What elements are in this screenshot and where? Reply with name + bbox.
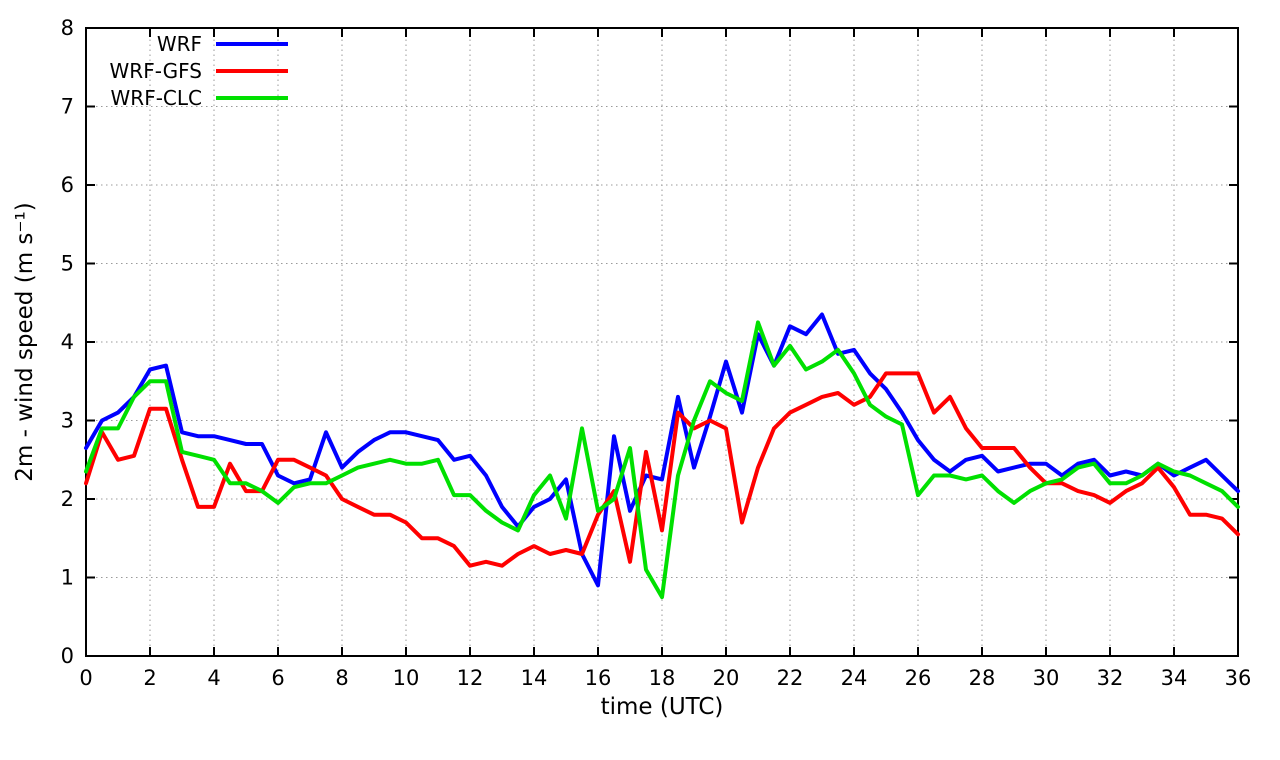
legend-line-sample	[216, 68, 288, 73]
y-axis-label: 2m - wind speed (m s⁻¹)	[12, 202, 38, 482]
x-tick-label: 4	[207, 666, 220, 690]
x-axis-label: time (UTC)	[600, 694, 724, 720]
x-tick-label: 30	[1033, 666, 1060, 690]
x-tick-label: 14	[521, 666, 548, 690]
y-tick-label: 5	[61, 252, 74, 276]
x-tick-label: 12	[457, 666, 484, 690]
y-tick-label: 8	[61, 16, 74, 40]
x-tick-label: 24	[841, 666, 868, 690]
x-tick-label: 22	[777, 666, 804, 690]
x-tick-label: 2	[143, 666, 156, 690]
legend-item-wrf-gfs: WRF-GFS	[88, 57, 288, 84]
x-tick-label: 34	[1161, 666, 1188, 690]
series-line-wrf	[84, 312, 1240, 588]
x-tick-label: 10	[393, 666, 420, 690]
x-tick-label: 16	[585, 666, 612, 690]
legend: WRF WRF-GFS WRF-CLC	[88, 30, 288, 111]
x-tick-label: 18	[649, 666, 676, 690]
legend-item-wrf-clc: WRF-CLC	[88, 84, 288, 111]
legend-label: WRF-CLC	[110, 85, 202, 110]
x-tick-label: 8	[335, 666, 348, 690]
y-tick-label: 3	[61, 409, 74, 433]
x-tick-label: 28	[969, 666, 996, 690]
x-tick-label: 0	[79, 666, 92, 690]
y-tick-label: 0	[61, 644, 74, 668]
x-tick-label: 26	[905, 666, 932, 690]
x-tick-label: 32	[1097, 666, 1124, 690]
x-tick-label: 6	[271, 666, 284, 690]
legend-line-sample	[216, 41, 288, 46]
legend-label: WRF	[156, 31, 202, 56]
y-tick-label: 6	[61, 173, 74, 197]
x-tick-label: 36	[1225, 666, 1252, 690]
x-tick-label: 20	[713, 666, 740, 690]
y-tick-label: 1	[61, 566, 74, 590]
y-tick-label: 2	[61, 487, 74, 511]
legend-item-wrf: WRF	[88, 30, 288, 57]
y-tick-label: 4	[61, 330, 74, 354]
legend-line-sample	[216, 95, 288, 100]
legend-label: WRF-GFS	[109, 58, 202, 83]
series-line-wrf-clc	[84, 320, 1240, 600]
y-tick-label: 7	[61, 95, 74, 119]
